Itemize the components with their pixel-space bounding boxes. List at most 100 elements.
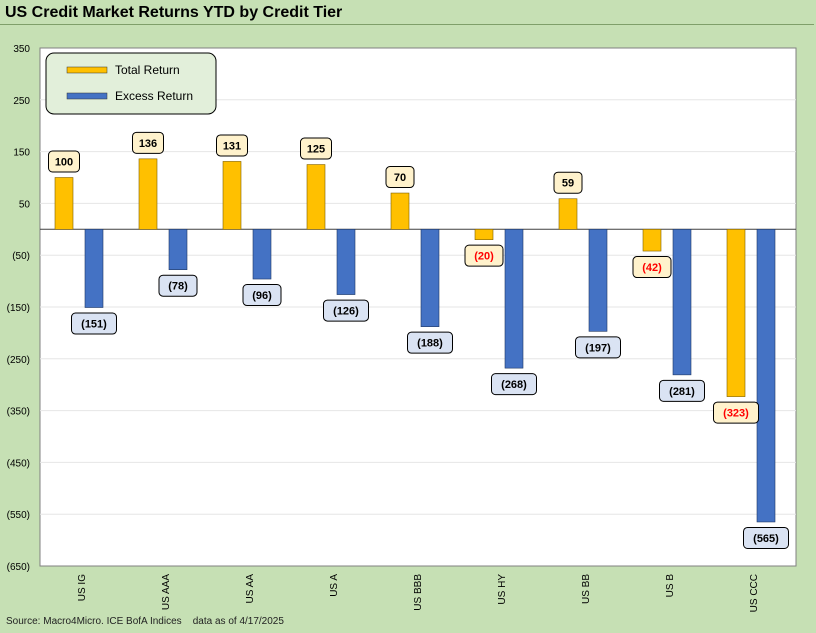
data-label-excess-return: (126) [323,299,369,322]
legend-swatch [66,66,108,74]
data-label-box [632,256,672,279]
data-label-text: 131 [223,140,241,152]
data-label-text: (323) [723,408,749,420]
data-label-text: 100 [55,157,73,169]
y-tick-label: 50 [19,199,31,210]
y-tick-label: 350 [13,44,30,55]
x-tick-label: US AA [245,574,256,604]
data-label-text: (281) [669,386,695,398]
data-label-text: (151) [81,319,107,331]
bar-excess-return [588,229,608,332]
legend-label: Excess Return [115,89,193,103]
y-tick-label: (250) [7,355,30,366]
data-label-excess-return: (78) [158,274,198,297]
bar-excess-return [756,229,776,523]
x-tick-label: US CCC [749,574,760,612]
x-tick-label: US A [329,574,340,597]
legend-swatch [66,92,108,100]
data-label-excess-return: (188) [407,331,453,354]
data-label-total-return: 100 [48,150,80,173]
data-label-text: (78) [168,281,188,293]
bar-excess-return [420,229,440,327]
bar-excess-return [84,229,104,308]
data-label-box [464,244,504,267]
data-label-text: (268) [501,379,527,391]
data-label-box [300,137,332,160]
x-tick-label: US BB [581,574,592,604]
data-label-total-return: (323) [713,401,759,424]
bar-total-return [642,229,662,252]
data-label-text: (188) [417,338,443,350]
data-label-excess-return: (96) [242,284,282,307]
x-tick-label: US HY [497,574,508,605]
y-tick-label: (50) [12,251,30,262]
data-label-text: (42) [642,262,662,274]
data-label-total-return: 70 [385,166,415,189]
y-tick-label: (650) [7,562,30,573]
data-label-excess-return: (281) [659,379,705,402]
data-label-total-return: (42) [632,256,672,279]
data-label-box [242,284,282,307]
y-tick-label: (150) [7,303,30,314]
data-label-excess-return: (268) [491,373,537,396]
data-label-text: 136 [139,138,157,150]
data-label-excess-return: (565) [743,526,789,549]
data-label-excess-return: (197) [575,336,621,359]
data-label-box [743,526,789,549]
chart-title: US Credit Market Returns YTD by Credit T… [0,0,814,25]
data-label-text: (565) [753,533,779,545]
data-label-box [48,150,80,173]
legend-label: Total Return [115,63,180,77]
bar-excess-return [336,229,356,295]
y-tick-label: (550) [7,510,30,521]
data-label-total-return: 59 [553,171,583,194]
data-label-text: (126) [333,306,359,318]
data-label-box [575,336,621,359]
y-tick-label: 250 [13,96,30,107]
source-note: Source: Macro4Micro. ICE BofA Indices da… [6,616,284,627]
bar-total-return [54,177,74,230]
data-label-text: (197) [585,342,611,354]
bar-total-return [558,198,578,230]
x-tick-label: US IG [77,574,88,601]
data-label-total-return: 125 [300,137,332,160]
bar-total-return [390,192,410,230]
x-tick-label: US BBB [413,574,424,611]
data-label-text: 70 [394,172,406,184]
bar-total-return [474,229,494,240]
bar-excess-return [504,229,524,369]
bar-excess-return [252,229,272,280]
y-tick-label: (350) [7,407,30,418]
data-label-box [216,134,248,157]
data-label-box [158,274,198,297]
data-label-box [713,401,759,424]
x-tick-label: US B [665,574,676,598]
bar-total-return [222,161,242,230]
data-label-box [71,312,117,335]
x-tick-label: US AAA [161,574,172,610]
data-label-box [407,331,453,354]
bar-total-return [138,158,158,230]
data-label-box [659,379,705,402]
data-label-text: (20) [474,251,494,263]
data-label-text: 125 [307,144,325,156]
data-label-total-return: 136 [132,131,164,154]
bar-excess-return [168,229,188,271]
data-label-box [491,373,537,396]
data-label-box [385,166,415,189]
data-label-box [132,131,164,154]
data-label-text: (96) [252,290,272,302]
bar-total-return [726,229,746,397]
y-tick-label: 150 [13,148,30,159]
legend: Total Return Excess Return [45,52,217,115]
bar-excess-return [672,229,692,376]
data-label-box [553,171,583,194]
bar-total-return [306,164,326,230]
data-label-excess-return: (151) [71,312,117,335]
data-label-total-return: (20) [464,244,504,267]
data-label-box [323,299,369,322]
y-tick-label: (450) [7,458,30,469]
data-label-text: 59 [562,178,574,190]
